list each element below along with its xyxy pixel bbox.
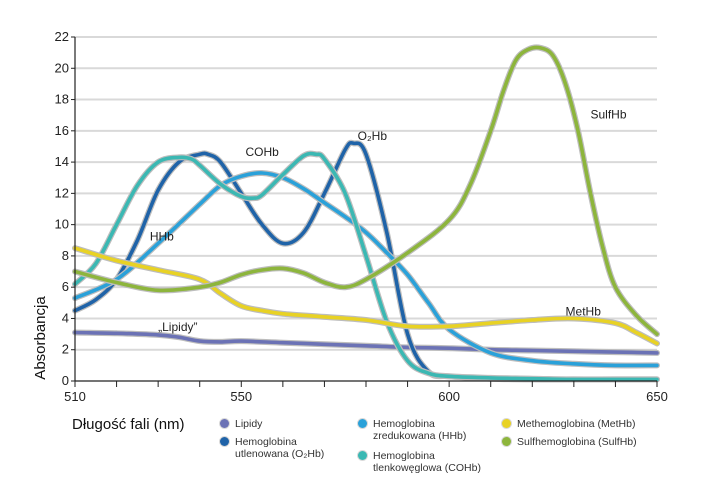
sulfhb-label: SulfHb (590, 107, 626, 121)
legend: Długość fali (nm) Lipidy Hemoglobina utle… (72, 414, 712, 484)
y-tick-label: 0 (62, 373, 69, 388)
legend-swatch (358, 451, 367, 460)
lipids-label: „Lipidy” (158, 320, 197, 334)
methb-line (73, 246, 659, 346)
lipids-line (73, 330, 659, 355)
legend-swatch (502, 437, 511, 446)
y-tick-label: 4 (62, 310, 69, 325)
y-tick-label: 20 (55, 60, 69, 75)
y-tick-label: 22 (55, 29, 69, 44)
legend-label: Hemoglobina utlenowana (O₂Hb) (235, 436, 325, 460)
y-tick-label: 14 (55, 154, 69, 169)
legend-swatch (220, 419, 229, 428)
y-tick-label: 16 (55, 123, 69, 138)
legend-label: Methemoglobina (MetHb) (517, 418, 636, 430)
series-labels: „Lipidy” O₂Hb HHb COHb MetHb SulfHb (150, 107, 627, 334)
tick-labels: 0 2 4 6 8 10 12 14 16 18 20 22 510 550 600 650 (55, 29, 668, 404)
x-tick-label: 510 (64, 389, 86, 404)
y-tick-label: 18 (55, 92, 69, 107)
y-tick-label: 8 (62, 248, 69, 263)
legend-item: Hemoglobina zredukowana (HHb) (358, 418, 466, 442)
legend-item: Hemoglobina utlenowana (O₂Hb) (220, 436, 324, 460)
y-tick-label: 12 (55, 185, 69, 200)
legend-label: Hemoglobina tlenkowęglowa (COHb) (373, 450, 481, 474)
legend-label: Lipidy (235, 418, 263, 430)
legend-swatch (220, 437, 229, 446)
hhb-line (73, 171, 659, 368)
y-tick-label: 6 (62, 279, 69, 294)
legend-item: Hemoglobina tlenkowęglowa (COHb) (358, 450, 481, 474)
x-axis-title: Długość fali (nm) (72, 416, 185, 433)
series-group (72, 44, 660, 383)
methb-label: MetHb (566, 304, 602, 318)
x-tick-label: 550 (230, 389, 252, 404)
legend-item: Lipidy (220, 418, 262, 430)
legend-label: Hemoglobina zredukowana (HHb) (373, 418, 467, 442)
legend-label: Sulfhemoglobina (SulfHb) (517, 436, 637, 448)
legend-item: Sulfhemoglobina (SulfHb) (502, 436, 637, 448)
cohb-label: COHb (245, 145, 279, 159)
legend-swatch (502, 419, 511, 428)
o2hb-label: O₂Hb (358, 129, 388, 143)
absorbance-chart: 0 2 4 6 8 10 12 14 16 18 20 22 510 550 600 650 „Lipidy”… (32, 29, 668, 404)
legend-item: Methemoglobina (MetHb) (502, 418, 635, 430)
x-tick-label: 600 (438, 389, 460, 404)
legend-swatch (358, 419, 367, 428)
grid-lines (75, 36, 657, 351)
x-tick-label: 650 (646, 389, 668, 404)
sulfhb-line (73, 45, 659, 336)
y-tick-label: 2 (62, 342, 69, 357)
cohb-line (73, 151, 659, 382)
hhb-label: HHb (150, 229, 174, 243)
y-axis-title: Absorbancja (32, 296, 49, 380)
y-tick-label: 10 (55, 217, 69, 232)
